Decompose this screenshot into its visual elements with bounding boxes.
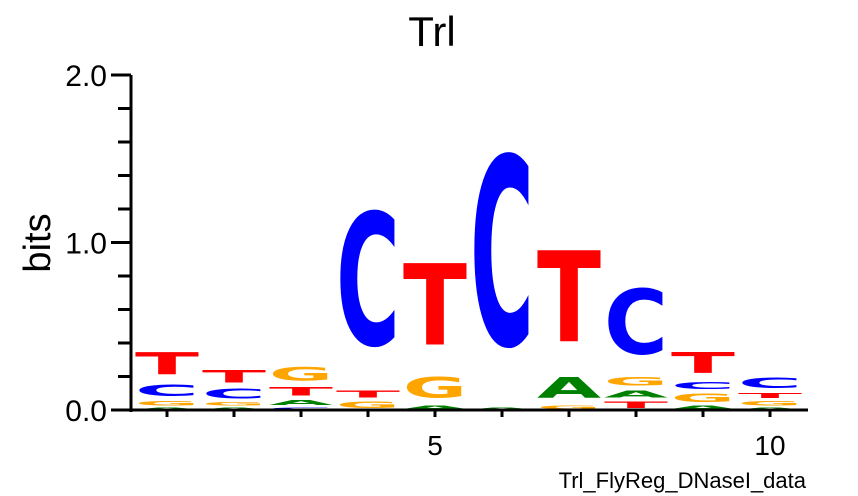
- letter-T: T: [537, 227, 601, 372]
- y-tick-label: 0.0: [65, 395, 107, 428]
- letter-C: C: [202, 387, 266, 402]
- chart-title: Trl: [408, 8, 455, 55]
- y-tick-label: 1.0: [65, 228, 107, 261]
- letter-A: A: [537, 372, 601, 405]
- letter-C: C: [336, 176, 400, 388]
- letter-G: G: [537, 405, 601, 410]
- letter-G: G: [269, 363, 333, 385]
- axes: 0.0 1.0 2.0 5 10: [65, 60, 808, 461]
- letter-C: C: [671, 380, 735, 392]
- y-tick-label: 2.0: [65, 60, 107, 93]
- logo-column-5: AGT: [403, 242, 468, 410]
- logo-column-7: GAT: [537, 227, 601, 410]
- letter-T: T: [135, 347, 200, 382]
- letter-T: T: [738, 392, 803, 400]
- footer-label: Trl_FlyReg_DNaseI_data: [559, 468, 807, 493]
- letter-T: T: [202, 366, 266, 386]
- letter-G: G: [403, 371, 467, 405]
- letter-A: A: [202, 407, 266, 410]
- letter-T: T: [671, 347, 735, 380]
- letter-C: C: [269, 407, 333, 410]
- letter-G: G: [604, 375, 668, 388]
- letter-C: C: [604, 271, 668, 375]
- letter-T: T: [269, 385, 334, 398]
- logo-column-4: GTC: [336, 176, 401, 410]
- letter-C: C: [738, 375, 802, 392]
- letter-A: A: [470, 407, 534, 410]
- letter-A: A: [738, 407, 802, 410]
- letter-A: A: [604, 388, 669, 400]
- logo-column-6: AC: [470, 105, 534, 410]
- letter-A: A: [403, 405, 468, 410]
- letter-C: C: [470, 105, 534, 407]
- x-tick-label: 5: [427, 430, 443, 461]
- letter-A: A: [671, 405, 736, 410]
- letter-G: G: [738, 400, 802, 407]
- letter-A: A: [269, 398, 334, 406]
- letter-G: G: [202, 402, 266, 407]
- letter-G: G: [671, 392, 735, 405]
- letter-T: T: [604, 400, 669, 410]
- y-axis-label: bits: [17, 213, 59, 272]
- letter-A: A: [135, 407, 199, 410]
- letter-T: T: [336, 388, 401, 400]
- letter-C: C: [135, 382, 199, 400]
- x-tick-label: 10: [754, 430, 785, 461]
- letter-G: G: [336, 400, 400, 410]
- letter-G: G: [135, 400, 199, 407]
- letter-T: T: [403, 242, 467, 372]
